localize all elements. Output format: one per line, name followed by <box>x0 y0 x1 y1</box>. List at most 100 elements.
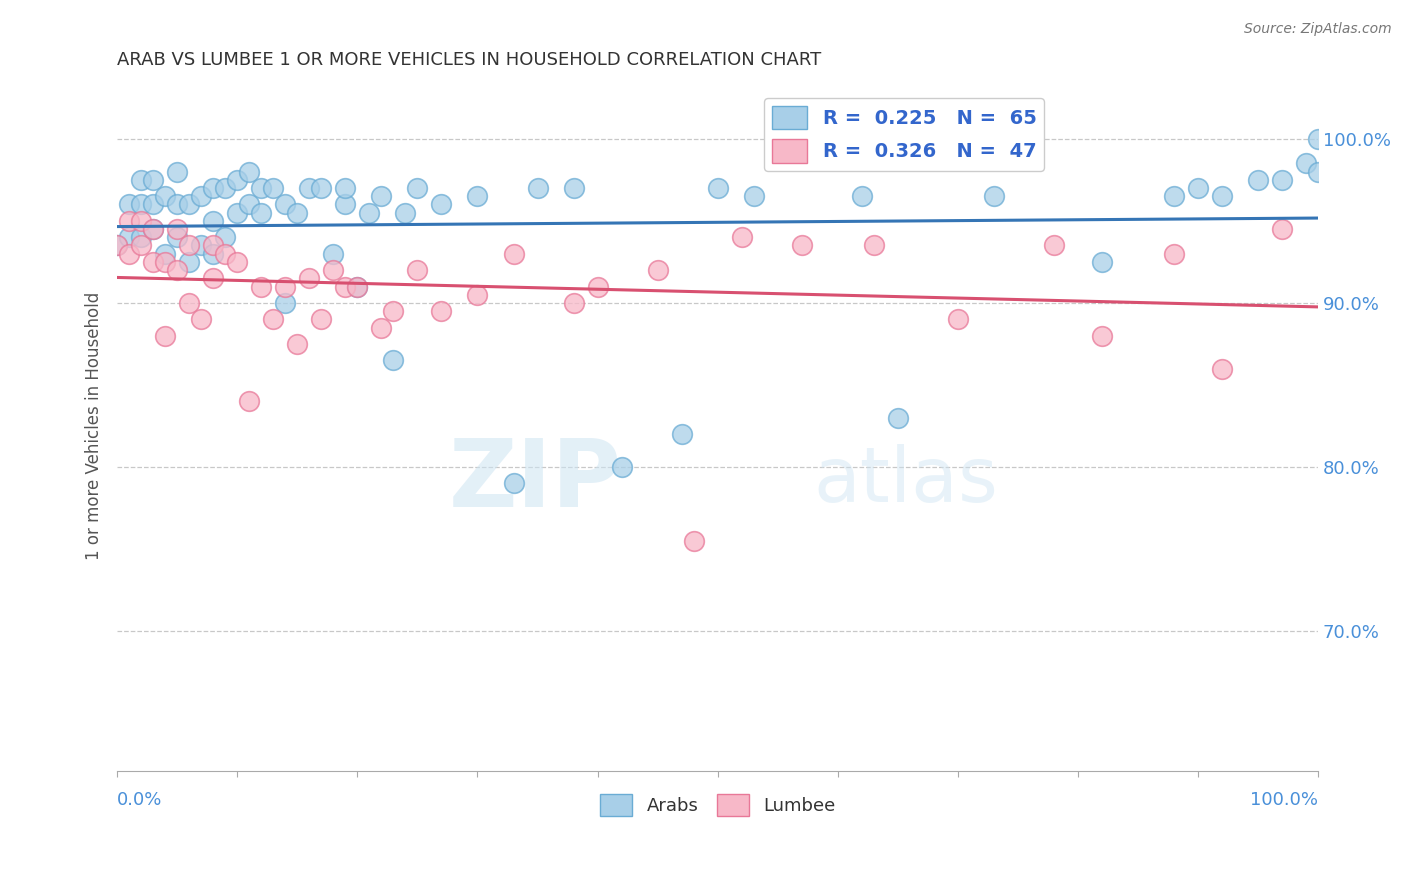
Text: atlas: atlas <box>814 444 998 518</box>
Point <box>1091 328 1114 343</box>
Point <box>311 181 333 195</box>
Point <box>118 230 141 244</box>
Point <box>202 246 225 260</box>
Point <box>262 181 284 195</box>
Point <box>155 246 177 260</box>
Point <box>262 312 284 326</box>
Point <box>467 189 489 203</box>
Point <box>129 238 152 252</box>
Point <box>311 312 333 326</box>
Text: 100.0%: 100.0% <box>1250 791 1319 809</box>
Point <box>214 230 236 244</box>
Point <box>298 271 321 285</box>
Point <box>887 410 910 425</box>
Point <box>238 197 260 211</box>
Point <box>142 197 165 211</box>
Point <box>202 214 225 228</box>
Point <box>155 328 177 343</box>
Point <box>298 181 321 195</box>
Point <box>1308 132 1330 146</box>
Point <box>1211 189 1233 203</box>
Point <box>610 460 633 475</box>
Point <box>166 263 188 277</box>
Point <box>285 337 308 351</box>
Point <box>370 320 392 334</box>
Point <box>129 214 152 228</box>
Text: Source: ZipAtlas.com: Source: ZipAtlas.com <box>1244 22 1392 37</box>
Point <box>274 279 297 293</box>
Point <box>238 164 260 178</box>
Point <box>335 279 357 293</box>
Point <box>1043 238 1066 252</box>
Point <box>202 181 225 195</box>
Point <box>406 263 429 277</box>
Point <box>118 214 141 228</box>
Point <box>562 296 585 310</box>
Point <box>851 189 873 203</box>
Point <box>731 230 754 244</box>
Point <box>226 205 249 219</box>
Point <box>285 205 308 219</box>
Point <box>118 197 141 211</box>
Point <box>238 394 260 409</box>
Point <box>250 181 273 195</box>
Point <box>406 181 429 195</box>
Point <box>682 533 704 548</box>
Point <box>394 205 416 219</box>
Point <box>586 279 609 293</box>
Point <box>226 173 249 187</box>
Point <box>105 238 128 252</box>
Point <box>142 222 165 236</box>
Point <box>647 263 669 277</box>
Point <box>214 181 236 195</box>
Point <box>166 164 188 178</box>
Point <box>430 304 453 318</box>
Point <box>142 255 165 269</box>
Point <box>346 279 368 293</box>
Point <box>226 255 249 269</box>
Point <box>526 181 548 195</box>
Point <box>790 238 813 252</box>
Point <box>190 189 212 203</box>
Point <box>202 271 225 285</box>
Text: 0.0%: 0.0% <box>117 791 163 809</box>
Point <box>671 427 693 442</box>
Point <box>382 304 405 318</box>
Point <box>946 312 969 326</box>
Point <box>274 197 297 211</box>
Point <box>502 246 524 260</box>
Point <box>166 230 188 244</box>
Point <box>1308 164 1330 178</box>
Point <box>1163 189 1185 203</box>
Point <box>179 238 201 252</box>
Point <box>370 189 392 203</box>
Point <box>322 246 344 260</box>
Point <box>1295 156 1317 170</box>
Point <box>155 189 177 203</box>
Point <box>706 181 728 195</box>
Point <box>1187 181 1209 195</box>
Point <box>274 296 297 310</box>
Point <box>335 181 357 195</box>
Point <box>1163 246 1185 260</box>
Point <box>190 312 212 326</box>
Point <box>862 238 884 252</box>
Point <box>166 197 188 211</box>
Point <box>105 238 128 252</box>
Text: ZIP: ZIP <box>449 435 621 527</box>
Point <box>1091 255 1114 269</box>
Point <box>335 197 357 211</box>
Point <box>142 173 165 187</box>
Point <box>129 197 152 211</box>
Y-axis label: 1 or more Vehicles in Household: 1 or more Vehicles in Household <box>86 292 103 560</box>
Point <box>1271 173 1294 187</box>
Point <box>1211 361 1233 376</box>
Point <box>359 205 381 219</box>
Point <box>179 255 201 269</box>
Point <box>129 173 152 187</box>
Point <box>179 296 201 310</box>
Point <box>142 222 165 236</box>
Point <box>166 222 188 236</box>
Point <box>502 476 524 491</box>
Point <box>118 246 141 260</box>
